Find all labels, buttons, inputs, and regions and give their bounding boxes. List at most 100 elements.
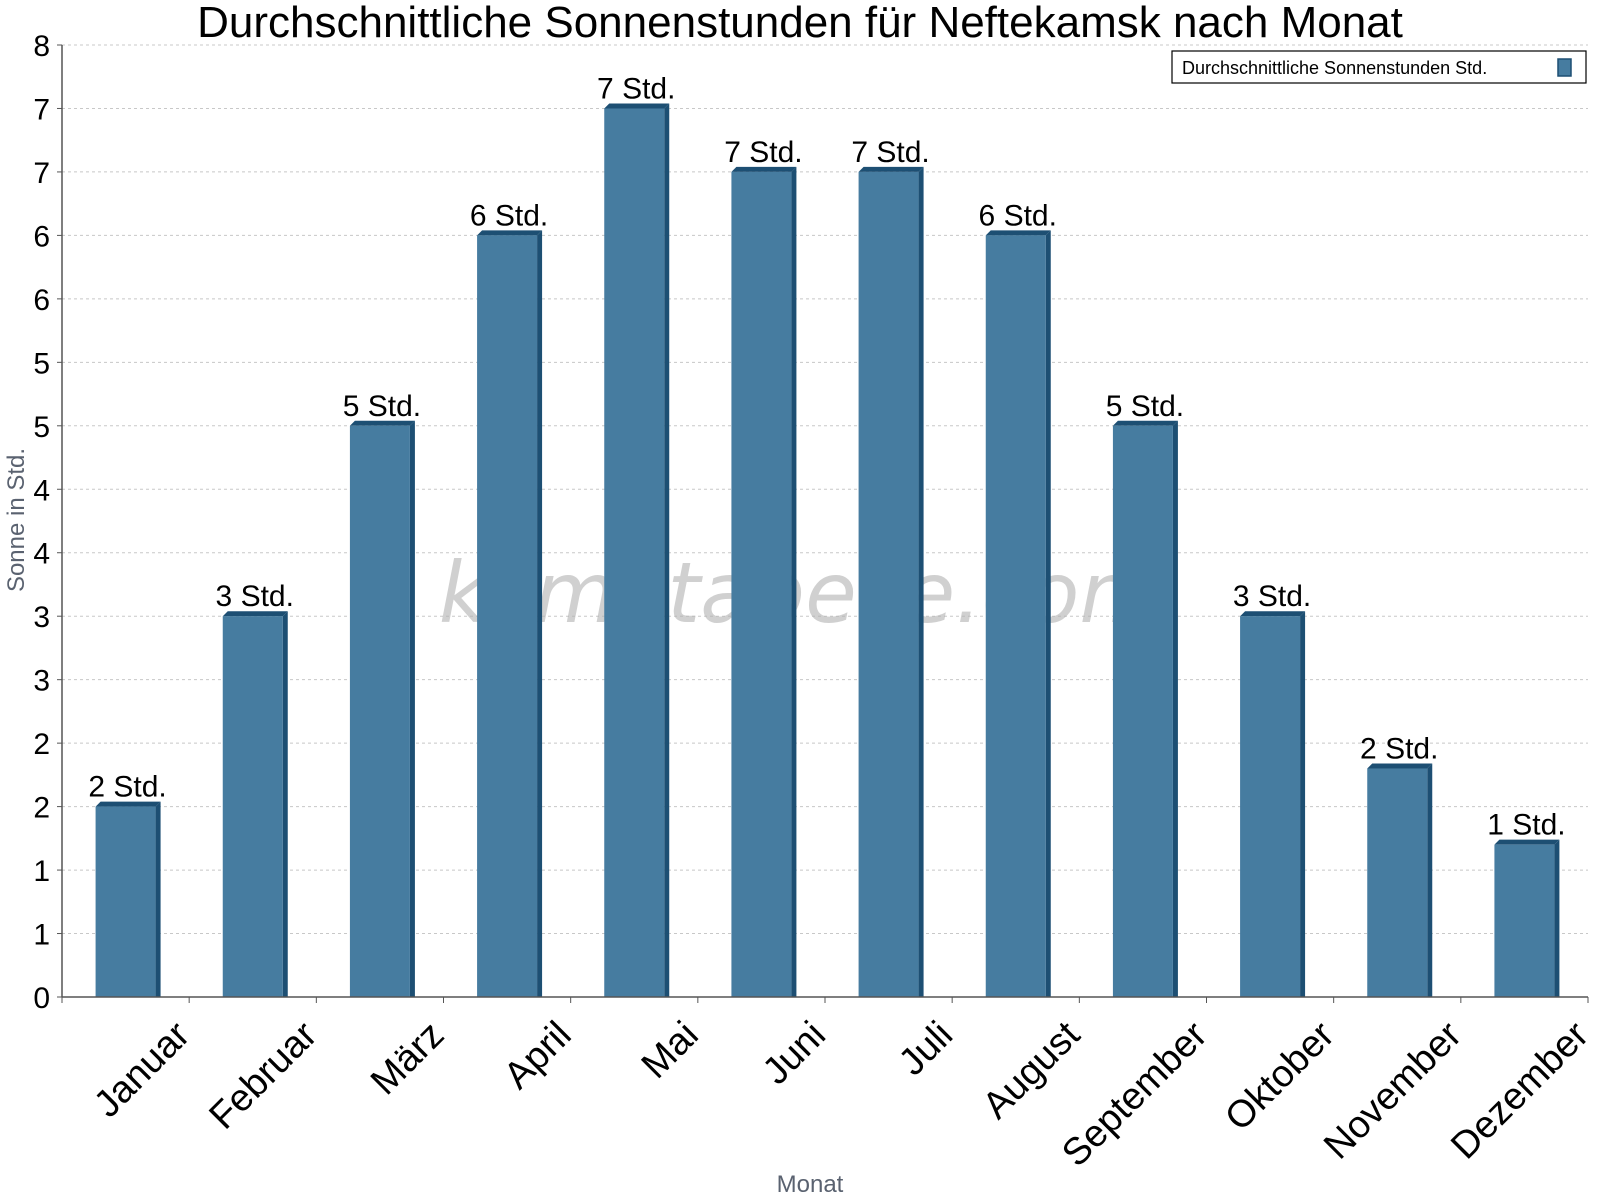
bar-top <box>349 420 415 426</box>
x-tick-label: März <box>363 1014 452 1103</box>
bar-side <box>664 103 670 997</box>
bar-front <box>349 425 410 997</box>
data-label: 3 Std. <box>216 580 294 613</box>
bar <box>95 801 161 997</box>
bar <box>1494 839 1560 997</box>
bar-side <box>282 611 288 997</box>
bar <box>1367 763 1433 997</box>
bar-side <box>791 166 797 997</box>
data-label: 5 Std. <box>1106 390 1184 423</box>
bar-side <box>1554 839 1560 997</box>
bar <box>858 166 924 997</box>
y-tick-label: 5 <box>33 411 50 444</box>
bar-top <box>731 166 797 172</box>
bar-front <box>1112 425 1173 997</box>
x-tick-label: Mai <box>634 1014 707 1087</box>
bar-top <box>95 801 161 807</box>
bars <box>95 103 1560 997</box>
y-tick-label: 5 <box>33 347 50 380</box>
bar-top <box>985 230 1051 236</box>
legend-box <box>1171 50 1587 84</box>
bar-top <box>858 166 924 172</box>
bar <box>477 230 543 997</box>
bar <box>349 420 415 997</box>
x-ticks: Januar Februar März April Mai Juni Juli AugustS… <box>86 1014 1597 1175</box>
x-tick-label: Dezember <box>1443 1014 1597 1168</box>
bar-side <box>1427 763 1433 997</box>
x-tick-label: Oktober <box>1217 1014 1343 1140</box>
x-tick-label: November <box>1316 1014 1470 1168</box>
y-tick-label: 0 <box>33 982 50 1015</box>
x-tick-label: Februar <box>201 1014 325 1138</box>
axes <box>57 44 1589 1003</box>
bar-front <box>1240 616 1301 997</box>
bar-front <box>985 235 1046 997</box>
y-tick-label: 1 <box>33 855 50 888</box>
data-label: 6 Std. <box>979 199 1057 232</box>
legend-label: Durchschnittliche Sonnenstunden Std. <box>1182 58 1487 78</box>
bar-top <box>1367 763 1433 769</box>
bar-top <box>1494 839 1560 845</box>
data-label: 1 Std. <box>1487 809 1565 842</box>
watermark: klimatabelle.com <box>439 544 1162 642</box>
bar <box>604 103 670 997</box>
bar-front <box>95 806 156 997</box>
data-label: 6 Std. <box>470 199 548 232</box>
bar-front <box>477 235 538 997</box>
bar <box>985 230 1051 997</box>
bar-side <box>1172 420 1178 997</box>
y-tick-label: 2 <box>33 728 50 761</box>
x-tick-label: April <box>496 1014 579 1097</box>
bar-top <box>1112 420 1178 426</box>
data-label: 7 Std. <box>597 72 675 105</box>
x-axis-title: Monat <box>777 1171 844 1198</box>
grid <box>62 44 1588 935</box>
y-tick-label: 3 <box>33 665 50 698</box>
data-labels: 2 Std. 3 Std. 5 Std. 6 Std. 7 Std. 7 Std. 7 St… <box>88 72 1565 841</box>
bar <box>1240 611 1306 997</box>
x-tick-label: Januar <box>86 1014 198 1126</box>
legend-swatch <box>1557 58 1572 77</box>
bar-side <box>155 801 161 997</box>
bar-front <box>731 171 792 997</box>
bar <box>222 611 288 997</box>
y-axis-title: Sonne in Std. <box>3 448 30 592</box>
data-label: 7 Std. <box>724 136 802 169</box>
data-label: 2 Std. <box>1360 733 1438 766</box>
data-label: 5 Std. <box>343 390 421 423</box>
data-label: 3 Std. <box>1233 580 1311 613</box>
bar-side <box>1045 230 1051 997</box>
bar <box>1112 420 1178 997</box>
bar-front <box>858 171 919 997</box>
x-tick-label: August <box>975 1014 1089 1128</box>
y-tick-label: 7 <box>33 93 50 126</box>
y-tick-label: 4 <box>33 474 50 507</box>
legend: Durchschnittliche Sonnenstunden Std. <box>1171 50 1587 84</box>
data-label: 7 Std. <box>851 136 929 169</box>
y-tick-label: 4 <box>33 538 50 571</box>
bar-top <box>477 230 543 236</box>
bar-top <box>604 103 670 109</box>
y-tick-label: 1 <box>33 919 50 952</box>
bar <box>731 166 797 997</box>
chart-title: Durchschnittliche Sonnenstunden für Neft… <box>197 0 1403 47</box>
y-tick-label: 6 <box>33 220 50 253</box>
y-tick-label: 7 <box>33 157 50 190</box>
bar-top <box>1240 611 1306 617</box>
y-ticks: 0 1 1 2 2 3 3 4 4 5 5 6 6 7 7 8 <box>33 30 50 1015</box>
bar-side <box>537 230 543 997</box>
x-tick-label: Juni <box>755 1014 834 1093</box>
x-tick-label: Juli <box>891 1014 961 1084</box>
bar-top <box>222 611 288 617</box>
bar-front <box>1494 844 1555 997</box>
bar-front <box>604 108 665 997</box>
bar-front <box>222 616 283 997</box>
data-label: 2 Std. <box>88 771 166 804</box>
y-tick-label: 3 <box>33 601 50 634</box>
y-tick-label: 6 <box>33 284 50 317</box>
y-tick-label: 8 <box>33 30 50 63</box>
bar-side <box>1300 611 1306 997</box>
bar-side <box>918 166 924 997</box>
bar-front <box>1367 768 1428 997</box>
